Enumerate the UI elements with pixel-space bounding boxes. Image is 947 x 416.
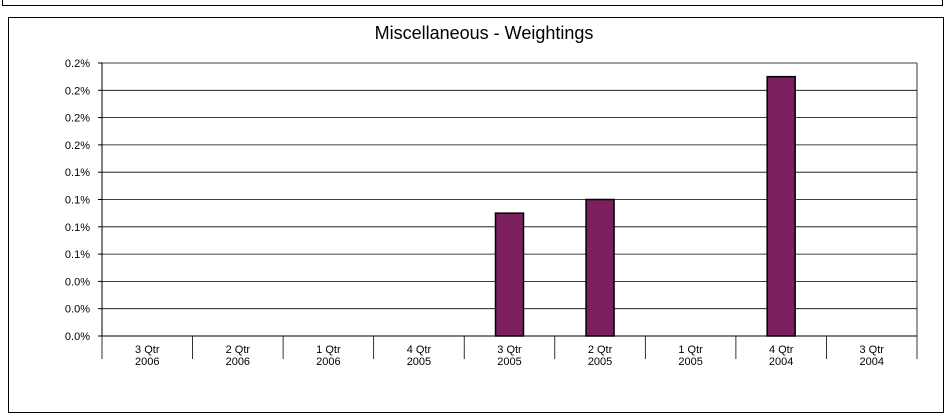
x-tick-label-line: 3 Qtr	[859, 344, 884, 356]
x-tick-label-line: 2005	[497, 356, 521, 368]
x-tick-label-line: 2005	[588, 356, 612, 368]
x-tick-label-line: 3 Qtr	[497, 344, 522, 356]
x-tick-label: 4 Qtr 2005	[407, 344, 432, 368]
bar	[766, 75, 796, 337]
y-tick-label: 0.1%	[65, 249, 90, 261]
x-tick-label: 3 Qtr 2004	[859, 344, 884, 368]
bar	[585, 198, 615, 337]
x-tick-label: 2 Qtr 2005	[588, 344, 613, 368]
x-tick-label-line: 2004	[769, 356, 793, 368]
x-tick-label-line: 4 Qtr	[407, 344, 432, 356]
y-tick-label: 0.0%	[65, 276, 90, 288]
x-tick-label: 3 Qtr 2005	[497, 344, 522, 368]
y-tick-label: 0.2%	[65, 113, 90, 125]
chart-area: Miscellaneous - Weightings 0.0% 0.0% 0.0% 0…	[8, 17, 944, 413]
x-tick-label-line: 2005	[678, 356, 702, 368]
y-tick-label: 0.0%	[65, 304, 90, 316]
x-tick-label-line: 3 Qtr	[135, 344, 160, 356]
x-tick-label-line: 2006	[316, 356, 340, 368]
x-tick-label: 4 Qtr 2004	[769, 344, 794, 368]
y-tick-label: 0.2%	[65, 140, 90, 152]
bars	[494, 75, 796, 337]
bar	[494, 212, 525, 337]
x-tick-label: 1 Qtr 2005	[678, 344, 703, 368]
x-tick-label-line: 4 Qtr	[769, 344, 794, 356]
y-tick-label: 0.1%	[65, 167, 90, 179]
x-tick-label-line: 1 Qtr	[678, 344, 703, 356]
y-tick-label: 0.2%	[65, 58, 90, 70]
x-tick-label-line: 2004	[859, 356, 883, 368]
x-tick-label-line: 2006	[226, 356, 250, 368]
y-tick-label: 0.2%	[65, 85, 90, 97]
x-tick-label: 1 Qtr 2006	[316, 344, 341, 368]
x-tick-label-line: 2 Qtr	[588, 344, 613, 356]
y-tick-label: 0.1%	[65, 195, 90, 207]
x-tick-label-line: 1 Qtr	[316, 344, 341, 356]
y-tick-label: 0.1%	[65, 222, 90, 234]
y-tick-label: 0.0%	[65, 331, 90, 343]
chart-title: Miscellaneous - Weightings	[375, 23, 594, 43]
axes	[101, 63, 918, 359]
x-tick-label: 3 Qtr 2006	[135, 344, 160, 368]
chart-svg: Miscellaneous - Weightings 0.0%0.0%0.0%0…	[65, 23, 918, 368]
x-tick-label: 2 Qtr 2006	[226, 344, 251, 368]
x-tick-label-line: 2006	[135, 356, 159, 368]
x-tick-label-line: 2 Qtr	[226, 344, 251, 356]
x-tick-label-line: 2005	[407, 356, 431, 368]
top-frame	[2, 0, 943, 6]
y-tick-labels: 0.0% 0.0% 0.0% 0.1% 0.1% 0.1% 0.1% 0.2% 0.2% 0.2%…	[65, 58, 90, 343]
